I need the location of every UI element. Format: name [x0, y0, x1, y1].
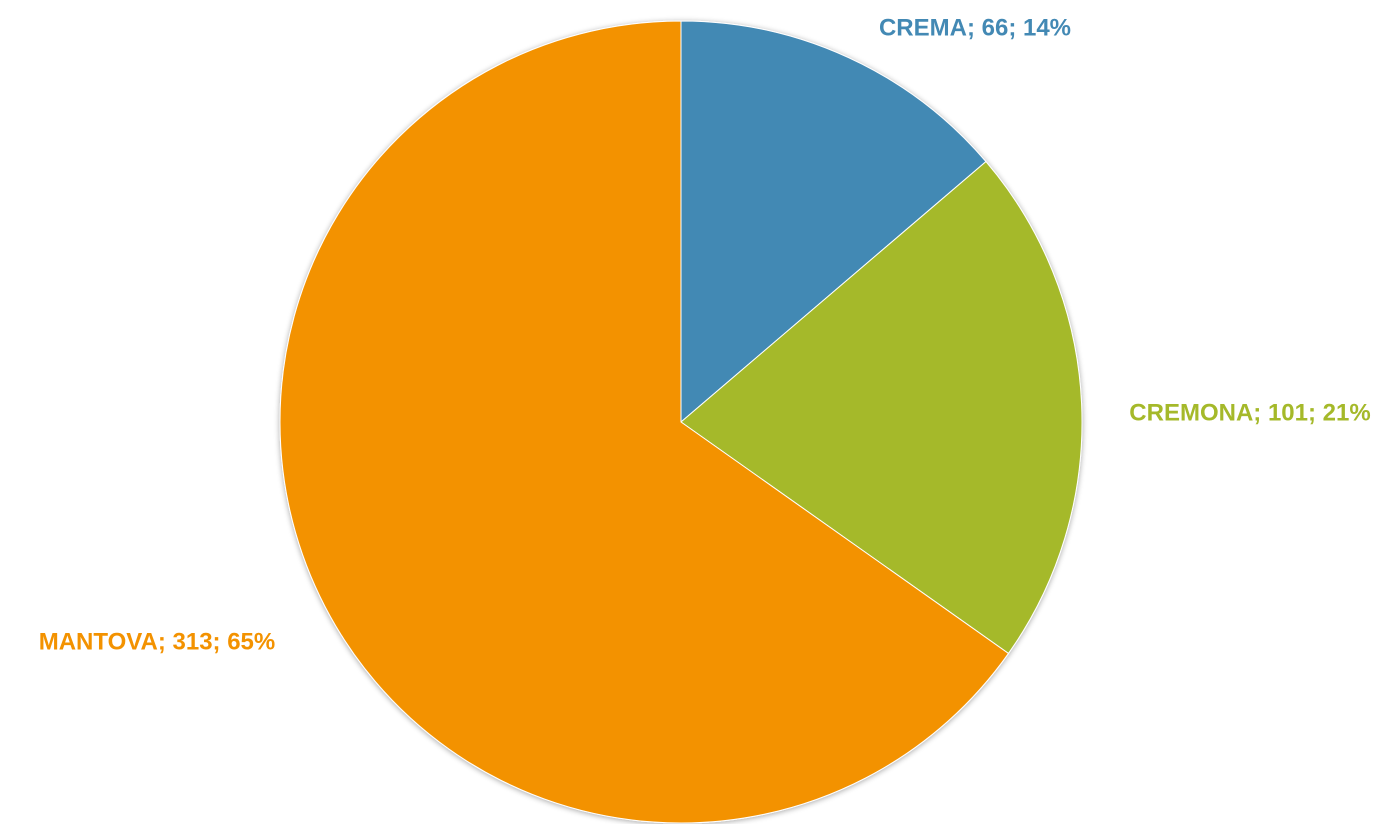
- pie-slice-crema: [680, 20, 987, 424]
- pie-data-labels: CREMA; 66; 14% CREMONA; 101; 21% MANTOVA; …: [39, 15, 1371, 656]
- data-label-cremona: CREMONA; 101; 21%: [1129, 400, 1370, 427]
- pie-slice-cremona: [680, 160, 1083, 655]
- pie-slice-mantova: [279, 20, 1010, 824]
- pie-slices: [279, 20, 1083, 824]
- data-label-crema: CREMA; 66; 14%: [879, 15, 1071, 42]
- data-label-mantova: MANTOVA; 313; 65%: [39, 629, 276, 656]
